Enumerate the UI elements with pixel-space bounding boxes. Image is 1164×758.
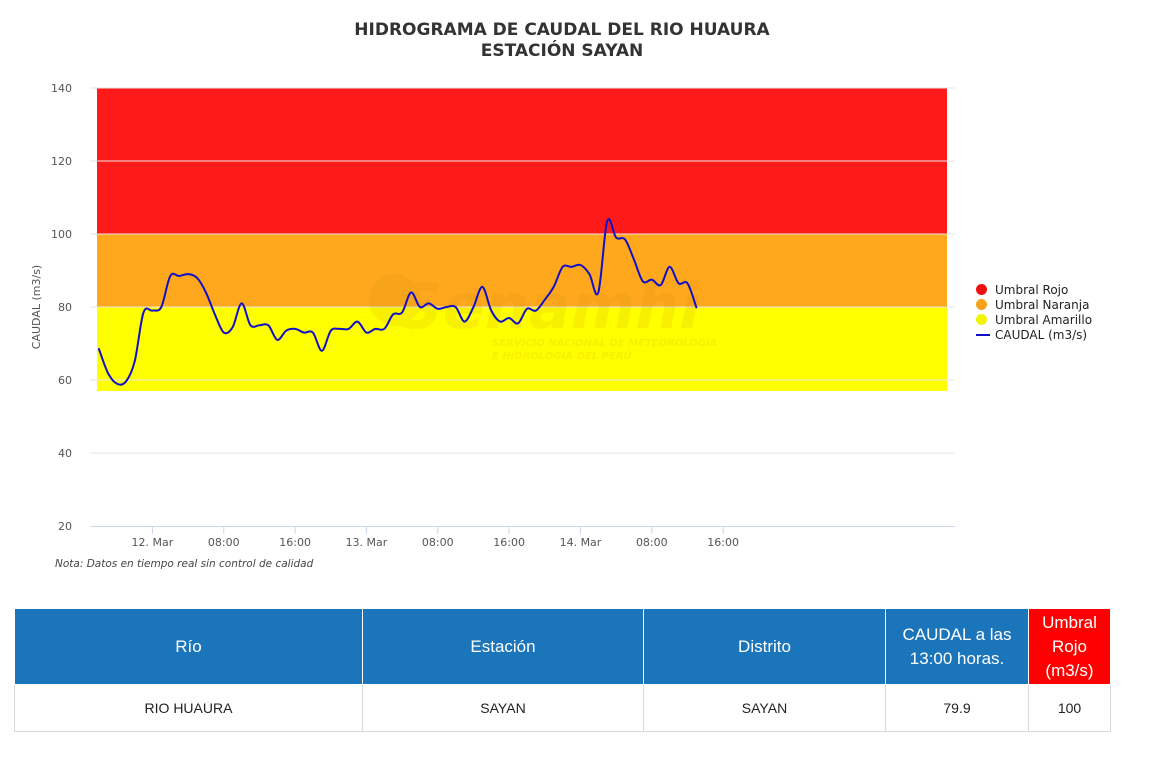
legend-item-umbral-rojo[interactable]: Umbral Rojo bbox=[976, 282, 1092, 297]
y-axis-ticks: 20 40 60 80 100 120 140 bbox=[51, 82, 72, 533]
x-tick-label: 16:00 bbox=[279, 536, 311, 549]
y-axis-label: CAUDAL (m3/s) bbox=[30, 265, 43, 349]
legend-label-naranja: Umbral Naranja bbox=[995, 297, 1090, 312]
x-tick-label: 16:00 bbox=[707, 536, 739, 549]
legend-label-rojo: Umbral Rojo bbox=[995, 282, 1069, 297]
x-tick-label: 08:00 bbox=[636, 536, 668, 549]
legend-marker-naranja bbox=[976, 299, 987, 310]
threshold-bands bbox=[97, 88, 947, 391]
y-tick-label: 80 bbox=[58, 301, 72, 314]
data-quality-note: Nota: Datos en tiempo real sin control d… bbox=[55, 558, 314, 570]
chart-legend: Umbral Rojo Umbral Naranja Umbral Amaril… bbox=[976, 282, 1092, 342]
cell-distrito: SAYAN bbox=[643, 684, 886, 732]
header-distrito: Distrito bbox=[643, 608, 886, 685]
watermark-line1: SERVICIO NACIONAL DE METEOROLOGÍA bbox=[492, 336, 718, 349]
cell-rio: RIO HUAURA bbox=[14, 684, 363, 732]
table-row: RIO HUAURA SAYAN SAYAN 79.9 100 bbox=[14, 684, 1111, 732]
header-umbral-rojo: Umbral Rojo (m3/s) bbox=[1028, 608, 1111, 685]
band-1 bbox=[97, 234, 947, 307]
summary-table-header-row: Río Estación Distrito CAUDAL a las 13:00… bbox=[14, 608, 1111, 685]
series-line-caudal[interactable] bbox=[97, 218, 698, 386]
x-tick-label: 08:00 bbox=[422, 536, 454, 549]
legend-label-amarillo: Umbral Amarillo bbox=[995, 312, 1093, 327]
y-tick-label: 40 bbox=[58, 447, 72, 460]
header-caudal: CAUDAL a las 13:00 horas. bbox=[885, 608, 1029, 685]
chart-title: HIDROGRAMA DE CAUDAL DEL RIO HUAURA bbox=[354, 20, 770, 40]
x-tick-label: 12. Mar bbox=[132, 536, 174, 549]
legend-label-caudal: CAUDAL (m3/s) bbox=[995, 327, 1088, 342]
series-layer bbox=[97, 218, 698, 386]
header-rio: Río bbox=[14, 608, 363, 685]
y-tick-label: 20 bbox=[58, 520, 72, 533]
senamhi-watermark: Senamhi SERVICIO NACIONAL DE METEOROLOGÍ… bbox=[350, 255, 718, 362]
legend-marker-caudal bbox=[976, 333, 990, 336]
hydrograph-chart: Senamhi SERVICIO NACIONAL DE METEOROLOGÍ… bbox=[30, 82, 955, 549]
band-2 bbox=[97, 307, 947, 391]
legend-item-umbral-amarillo[interactable]: Umbral Amarillo bbox=[976, 312, 1092, 327]
cell-umbral-rojo: 100 bbox=[1028, 684, 1111, 732]
summary-table: Río Estación Distrito CAUDAL a las 13:00… bbox=[14, 608, 1111, 732]
x-tick-label: 16:00 bbox=[493, 536, 525, 549]
chart-subtitle: ESTACIÓN SAYAN bbox=[480, 41, 644, 61]
cell-estacion: SAYAN bbox=[362, 684, 644, 732]
x-tick-label: 08:00 bbox=[208, 536, 240, 549]
y-tick-label: 120 bbox=[51, 155, 72, 168]
y-tick-label: 140 bbox=[51, 82, 72, 95]
legend-marker-amarillo bbox=[976, 314, 987, 325]
x-tick-label: 14. Mar bbox=[560, 536, 602, 549]
header-estacion: Estación bbox=[362, 608, 644, 685]
cell-caudal: 79.9 bbox=[885, 684, 1029, 732]
watermark-brand: Senamhi bbox=[398, 270, 701, 343]
sun-logo-icon bbox=[350, 255, 440, 345]
legend-marker-rojo bbox=[976, 284, 987, 295]
grid-lines bbox=[90, 87, 955, 527]
watermark-line2: E HIDROLOGÍA DEL PERÚ bbox=[492, 349, 632, 362]
chart-title-block: HIDROGRAMA DE CAUDAL DEL RIO HUAURA ESTA… bbox=[0, 20, 1124, 62]
y-tick-label: 100 bbox=[51, 228, 72, 241]
legend-item-umbral-naranja[interactable]: Umbral Naranja bbox=[976, 297, 1092, 312]
x-tick-label: 13. Mar bbox=[346, 536, 388, 549]
legend-item-caudal[interactable]: CAUDAL (m3/s) bbox=[976, 327, 1092, 342]
x-axis-ticks: 12. Mar 08:00 16:00 13. Mar 08:00 16:00 14. Ma… bbox=[132, 526, 739, 549]
y-tick-label: 60 bbox=[58, 374, 72, 387]
